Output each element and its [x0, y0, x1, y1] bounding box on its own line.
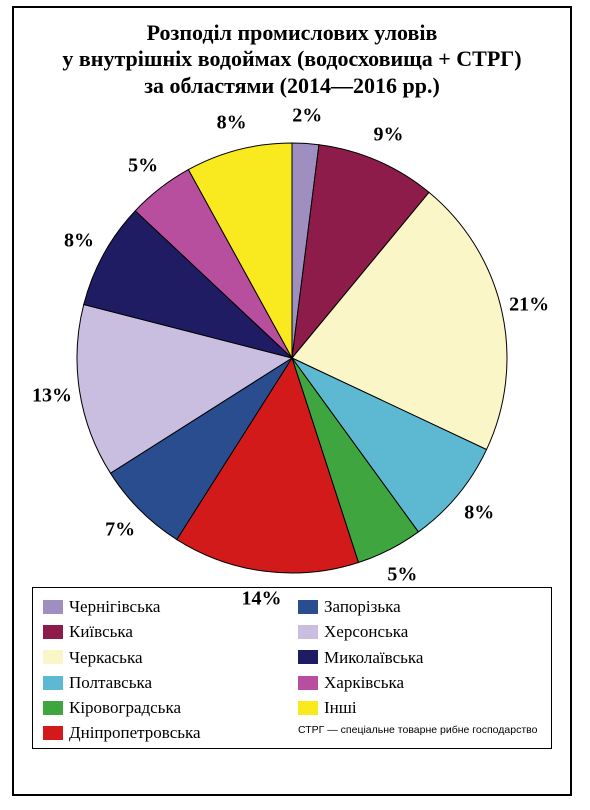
- legend: Чернігівська Запорізька Київська Херсонська…: [32, 587, 552, 749]
- legend-label: Черкаська: [69, 647, 143, 668]
- slice-label: 5%: [128, 155, 158, 178]
- legend-swatch: [298, 701, 318, 715]
- legend-swatch: [43, 676, 63, 690]
- legend-label: Дніпропетровська: [69, 722, 201, 743]
- chart-frame: Розподіл промислових уловів у внутрішніх…: [12, 6, 572, 796]
- slice-label: 7%: [105, 518, 135, 541]
- legend-label: Інші: [324, 697, 357, 718]
- title-line-2: у внутрішніх водоймах (водосховища + СТР…: [62, 46, 521, 71]
- slice-label: 8%: [64, 230, 94, 253]
- legend-swatch: [43, 600, 63, 614]
- pie-chart: 2%9%21%8%5%14%7%13%8%5%8%: [32, 103, 552, 583]
- legend-swatch: [43, 726, 63, 740]
- legend-item: Харківська: [298, 672, 541, 693]
- slice-label: 14%: [242, 588, 282, 611]
- legend-item: Кіровоградська: [43, 697, 286, 718]
- legend-label: Харківська: [324, 672, 404, 693]
- slice-label: 2%: [292, 104, 322, 127]
- slice-label: 8%: [217, 111, 247, 134]
- slice-label: 13%: [32, 385, 72, 408]
- slice-label: 5%: [387, 563, 417, 586]
- legend-item: Херсонська: [298, 621, 541, 642]
- legend-label: Чернігівська: [69, 596, 160, 617]
- legend-item: Полтавська: [43, 672, 286, 693]
- title-line-3: за областями (2014—2016 рр.): [144, 73, 440, 98]
- legend-label: Херсонська: [324, 621, 408, 642]
- legend-item: Миколаївська: [298, 647, 541, 668]
- legend-item: Запорізька: [298, 596, 541, 617]
- legend-swatch: [43, 701, 63, 715]
- chart-title: Розподіл промислових уловів у внутрішніх…: [26, 20, 558, 99]
- legend-label: Полтавська: [69, 672, 152, 693]
- slice-label: 21%: [509, 294, 549, 317]
- slice-label: 8%: [464, 502, 494, 525]
- legend-label: Київська: [69, 621, 133, 642]
- legend-swatch: [298, 676, 318, 690]
- legend-label: Запорізька: [324, 596, 401, 617]
- title-line-1: Розподіл промислових уловів: [147, 20, 438, 45]
- legend-item: Черкаська: [43, 647, 286, 668]
- legend-label: Миколаївська: [324, 647, 423, 668]
- slice-label: 9%: [374, 124, 404, 147]
- legend-label: Кіровоградська: [69, 697, 181, 718]
- legend-swatch: [298, 600, 318, 614]
- legend-item: Київська: [43, 621, 286, 642]
- legend-footnote: СТРГ — спеціальне товарне рибне господар…: [298, 724, 541, 743]
- legend-item: Дніпропетровська: [43, 722, 286, 743]
- legend-swatch: [298, 650, 318, 664]
- legend-swatch: [43, 650, 63, 664]
- legend-item: Інші: [298, 697, 541, 718]
- legend-swatch: [43, 625, 63, 639]
- legend-swatch: [298, 625, 318, 639]
